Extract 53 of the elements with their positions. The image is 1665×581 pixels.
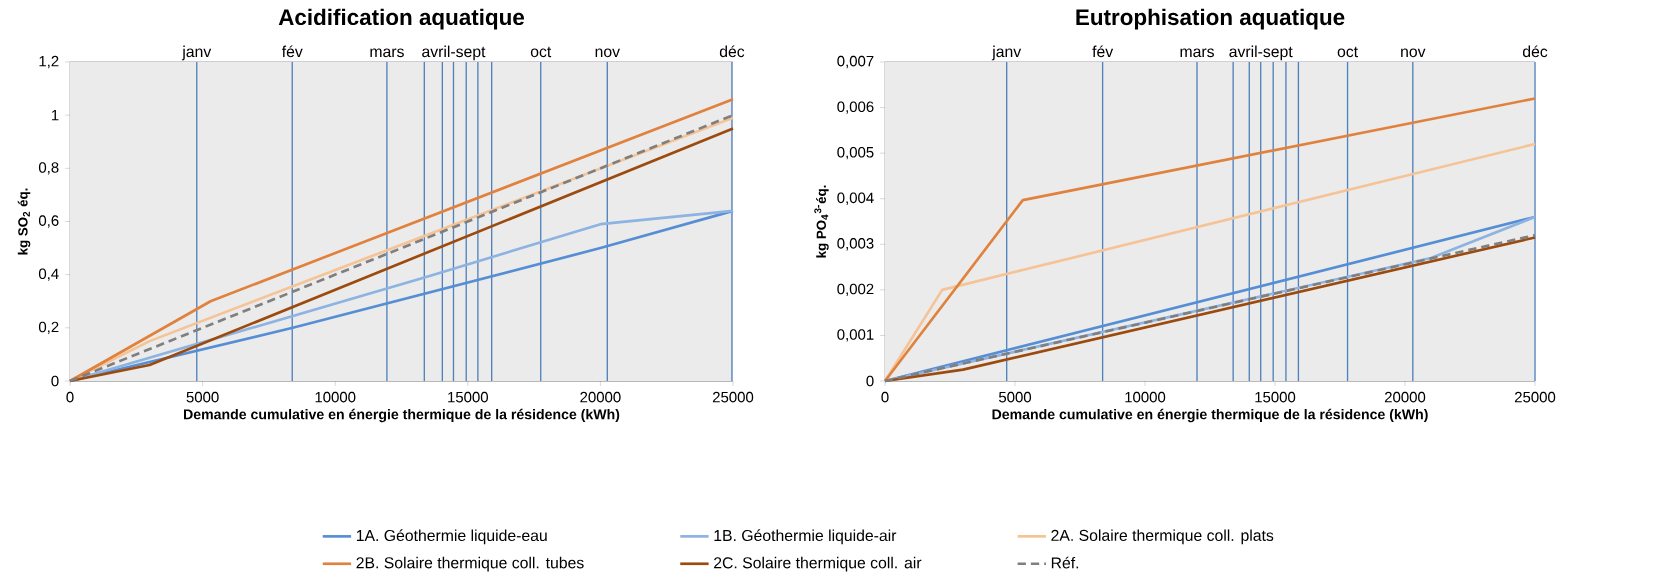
- ref-line-label: déc: [719, 45, 745, 58]
- x-tick-label: 0: [881, 391, 889, 403]
- y-tick-label: 0: [51, 375, 59, 387]
- y-tick-label: 1: [51, 110, 59, 121]
- ref-line-label: fév: [1092, 45, 1114, 58]
- legend-label: 2A. Solaire thermique coll. plats: [1051, 529, 1274, 545]
- x-tick-label: 20000: [1384, 391, 1426, 403]
- y-axis-title: kg PO$_{4}$$^{3-}$éq.: [814, 185, 829, 258]
- chart-title: Acidification aquatique: [278, 8, 525, 30]
- x-tick-label: 5000: [186, 391, 219, 403]
- y-tick-label: 0,007: [837, 55, 874, 69]
- ref-line-label: oct: [1337, 46, 1358, 58]
- legend-label: 1A. Géothermie liquide-eau: [356, 529, 547, 545]
- ref-line-label: mars: [1180, 48, 1214, 58]
- ref-line-label: nov: [1401, 48, 1426, 58]
- y-tick-label: 0,4: [38, 268, 59, 281]
- ref-line-label: oct: [530, 46, 552, 58]
- x-tick-label: 15000: [448, 391, 488, 403]
- y-tick-label: 0,8: [38, 162, 59, 175]
- y-tick-label: 0,004: [837, 192, 874, 205]
- legend-label: 1B. Géothermie liquide-air: [714, 529, 897, 545]
- x-tick-label: 25000: [712, 391, 754, 403]
- y-tick-label: 0,6: [38, 215, 59, 228]
- ref-line-label: janv: [991, 45, 1022, 61]
- chart-title: Eutrophisation aquatique: [1076, 8, 1345, 30]
- y-tick-label: 0: [866, 375, 874, 387]
- legend-label: 2B. Solaire thermique coll. tubes: [356, 556, 584, 572]
- legend-label: 2C. Solaire thermique coll. air: [714, 556, 922, 572]
- ref-line-label: janv: [181, 45, 212, 61]
- y-tick-label: 0,002: [837, 283, 874, 297]
- x-axis-title: Demande cumulative en énergie thermique de la résidence (kWh): [992, 408, 1428, 423]
- ref-line-label: avril-sept: [422, 45, 486, 61]
- ref-line-label: avril-sept: [1229, 45, 1293, 61]
- ref-line-label: nov: [595, 48, 620, 58]
- y-axis-title: kg SO$_{2}$ éq.: [17, 188, 31, 255]
- y-tick-label: 0,005: [837, 146, 874, 160]
- ref-line-label: fév: [281, 45, 303, 58]
- y-tick-label: 0,003: [837, 238, 874, 251]
- y-tick-label: 0,001: [837, 329, 874, 342]
- x-tick-label: 25000: [1514, 391, 1556, 403]
- legend-label: Réf.: [1051, 556, 1079, 569]
- x-tick-label: 0: [66, 391, 74, 403]
- ref-line-label: mars: [370, 48, 404, 58]
- x-tick-label: 5000: [998, 391, 1032, 403]
- x-axis-title: Demande cumulative en énergie thermique de la résidence (kWh): [184, 408, 620, 423]
- y-tick-label: 0,2: [38, 321, 59, 334]
- x-tick-label: 10000: [315, 391, 356, 403]
- y-tick-label: 1,2: [39, 55, 59, 69]
- ref-line-label: déc: [1522, 45, 1548, 58]
- x-tick-label: 10000: [1125, 391, 1166, 403]
- x-tick-label: 20000: [580, 391, 621, 403]
- y-tick-label: 0,006: [837, 101, 874, 114]
- x-tick-label: 15000: [1255, 391, 1296, 403]
